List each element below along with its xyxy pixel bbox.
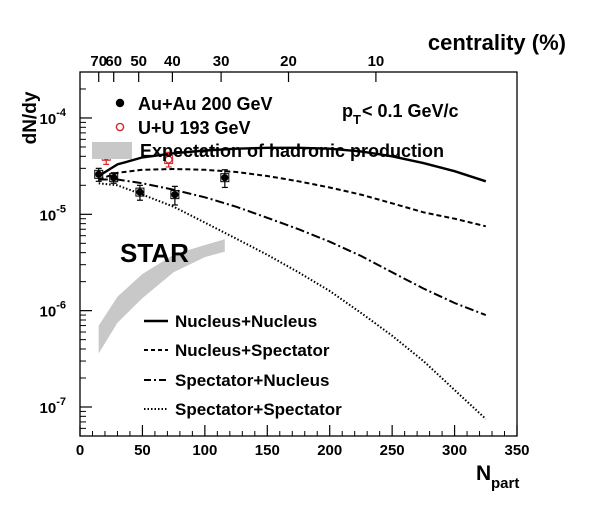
x-axis-label-subscript: part <box>491 475 519 492</box>
top-tick-label: 10 <box>368 53 385 70</box>
syst-box <box>170 190 180 200</box>
legend-top: Au+Au 200 GeV U+U 193 GeV Expectation of… <box>92 94 444 161</box>
x-tick-label: 100 <box>192 442 217 459</box>
x-axis-title: N part <box>476 462 519 492</box>
top-tick-label: 60 <box>105 53 122 70</box>
x-axis-label: N <box>476 462 491 485</box>
series-line-nucleus-spectator <box>98 167 487 228</box>
syst-box <box>135 187 145 197</box>
legend-bottom: Nucleus+Nucleus Nucleus+Spectator Specta… <box>144 312 342 419</box>
y-tick-label: 10-4 <box>40 107 67 128</box>
pt-annotation-subscript: T <box>353 112 361 127</box>
data-point-auau <box>171 191 179 199</box>
legend-label-spectator-spectator: Spectator+Spectator <box>175 400 342 419</box>
legend-label-band: Expectation of hadronic production <box>140 141 444 161</box>
pt-annotation-symbol: p <box>342 101 353 121</box>
y-tick-label: 10-6 <box>40 300 66 321</box>
x-tick-label: 300 <box>442 442 467 459</box>
top-axis-label: centrality (%) <box>428 30 566 55</box>
star-watermark: STAR <box>120 238 189 268</box>
legend-marker-band <box>92 142 132 159</box>
top-axis-title: centrality (%) <box>428 30 566 55</box>
top-tick-label: 20 <box>280 53 297 70</box>
data-point-auau <box>95 170 103 178</box>
syst-box <box>220 173 230 183</box>
hadronic-expectation-band <box>98 239 225 354</box>
data-point-uu <box>164 155 173 164</box>
pt-annotation: p T < 0.1 GeV/c <box>342 101 459 127</box>
legend-label-auau: Au+Au 200 GeV <box>138 94 273 114</box>
x-tick-label: 150 <box>255 442 280 459</box>
star-label: STAR <box>120 238 189 268</box>
legend-label-nucleus-nucleus: Nucleus+Nucleus <box>175 312 317 331</box>
syst-box <box>109 173 119 183</box>
series-line-nucleus-nucleus <box>98 146 487 183</box>
data-point-auau <box>136 188 144 196</box>
top-tick-label: 30 <box>213 53 230 70</box>
x-tick-label: 350 <box>504 442 529 459</box>
x-tick-label: 250 <box>380 442 405 459</box>
plot-frame <box>79 71 518 437</box>
data-point-auau <box>221 174 229 182</box>
y-tick-label: 10-5 <box>40 203 66 224</box>
pt-annotation-text: < 0.1 GeV/c <box>362 101 459 121</box>
top-tick-label: 40 <box>164 53 181 70</box>
legend-marker-uu <box>115 122 125 132</box>
data-point-auau <box>110 174 118 182</box>
legend-marker-auau <box>115 98 125 108</box>
legend-label-spectator-nucleus: Spectator+Nucleus <box>175 371 329 390</box>
x-tick-label: 50 <box>134 442 151 459</box>
y-axis-title: dN/dy <box>20 91 41 144</box>
y-axis-label: dN/dy <box>20 91 41 144</box>
series-line-spectator-nucleus <box>98 178 487 317</box>
y-tick-label: 10-7 <box>40 396 66 417</box>
top-tick-label: 50 <box>130 53 147 70</box>
legend-label-nucleus-spectator: Nucleus+Spectator <box>175 341 330 360</box>
legend-label-uu: U+U 193 GeV <box>138 118 251 138</box>
syst-box <box>94 169 104 179</box>
x-tick-label: 200 <box>317 442 342 459</box>
x-tick-label: 0 <box>76 442 84 459</box>
top-tick-label: 70 <box>90 53 107 70</box>
